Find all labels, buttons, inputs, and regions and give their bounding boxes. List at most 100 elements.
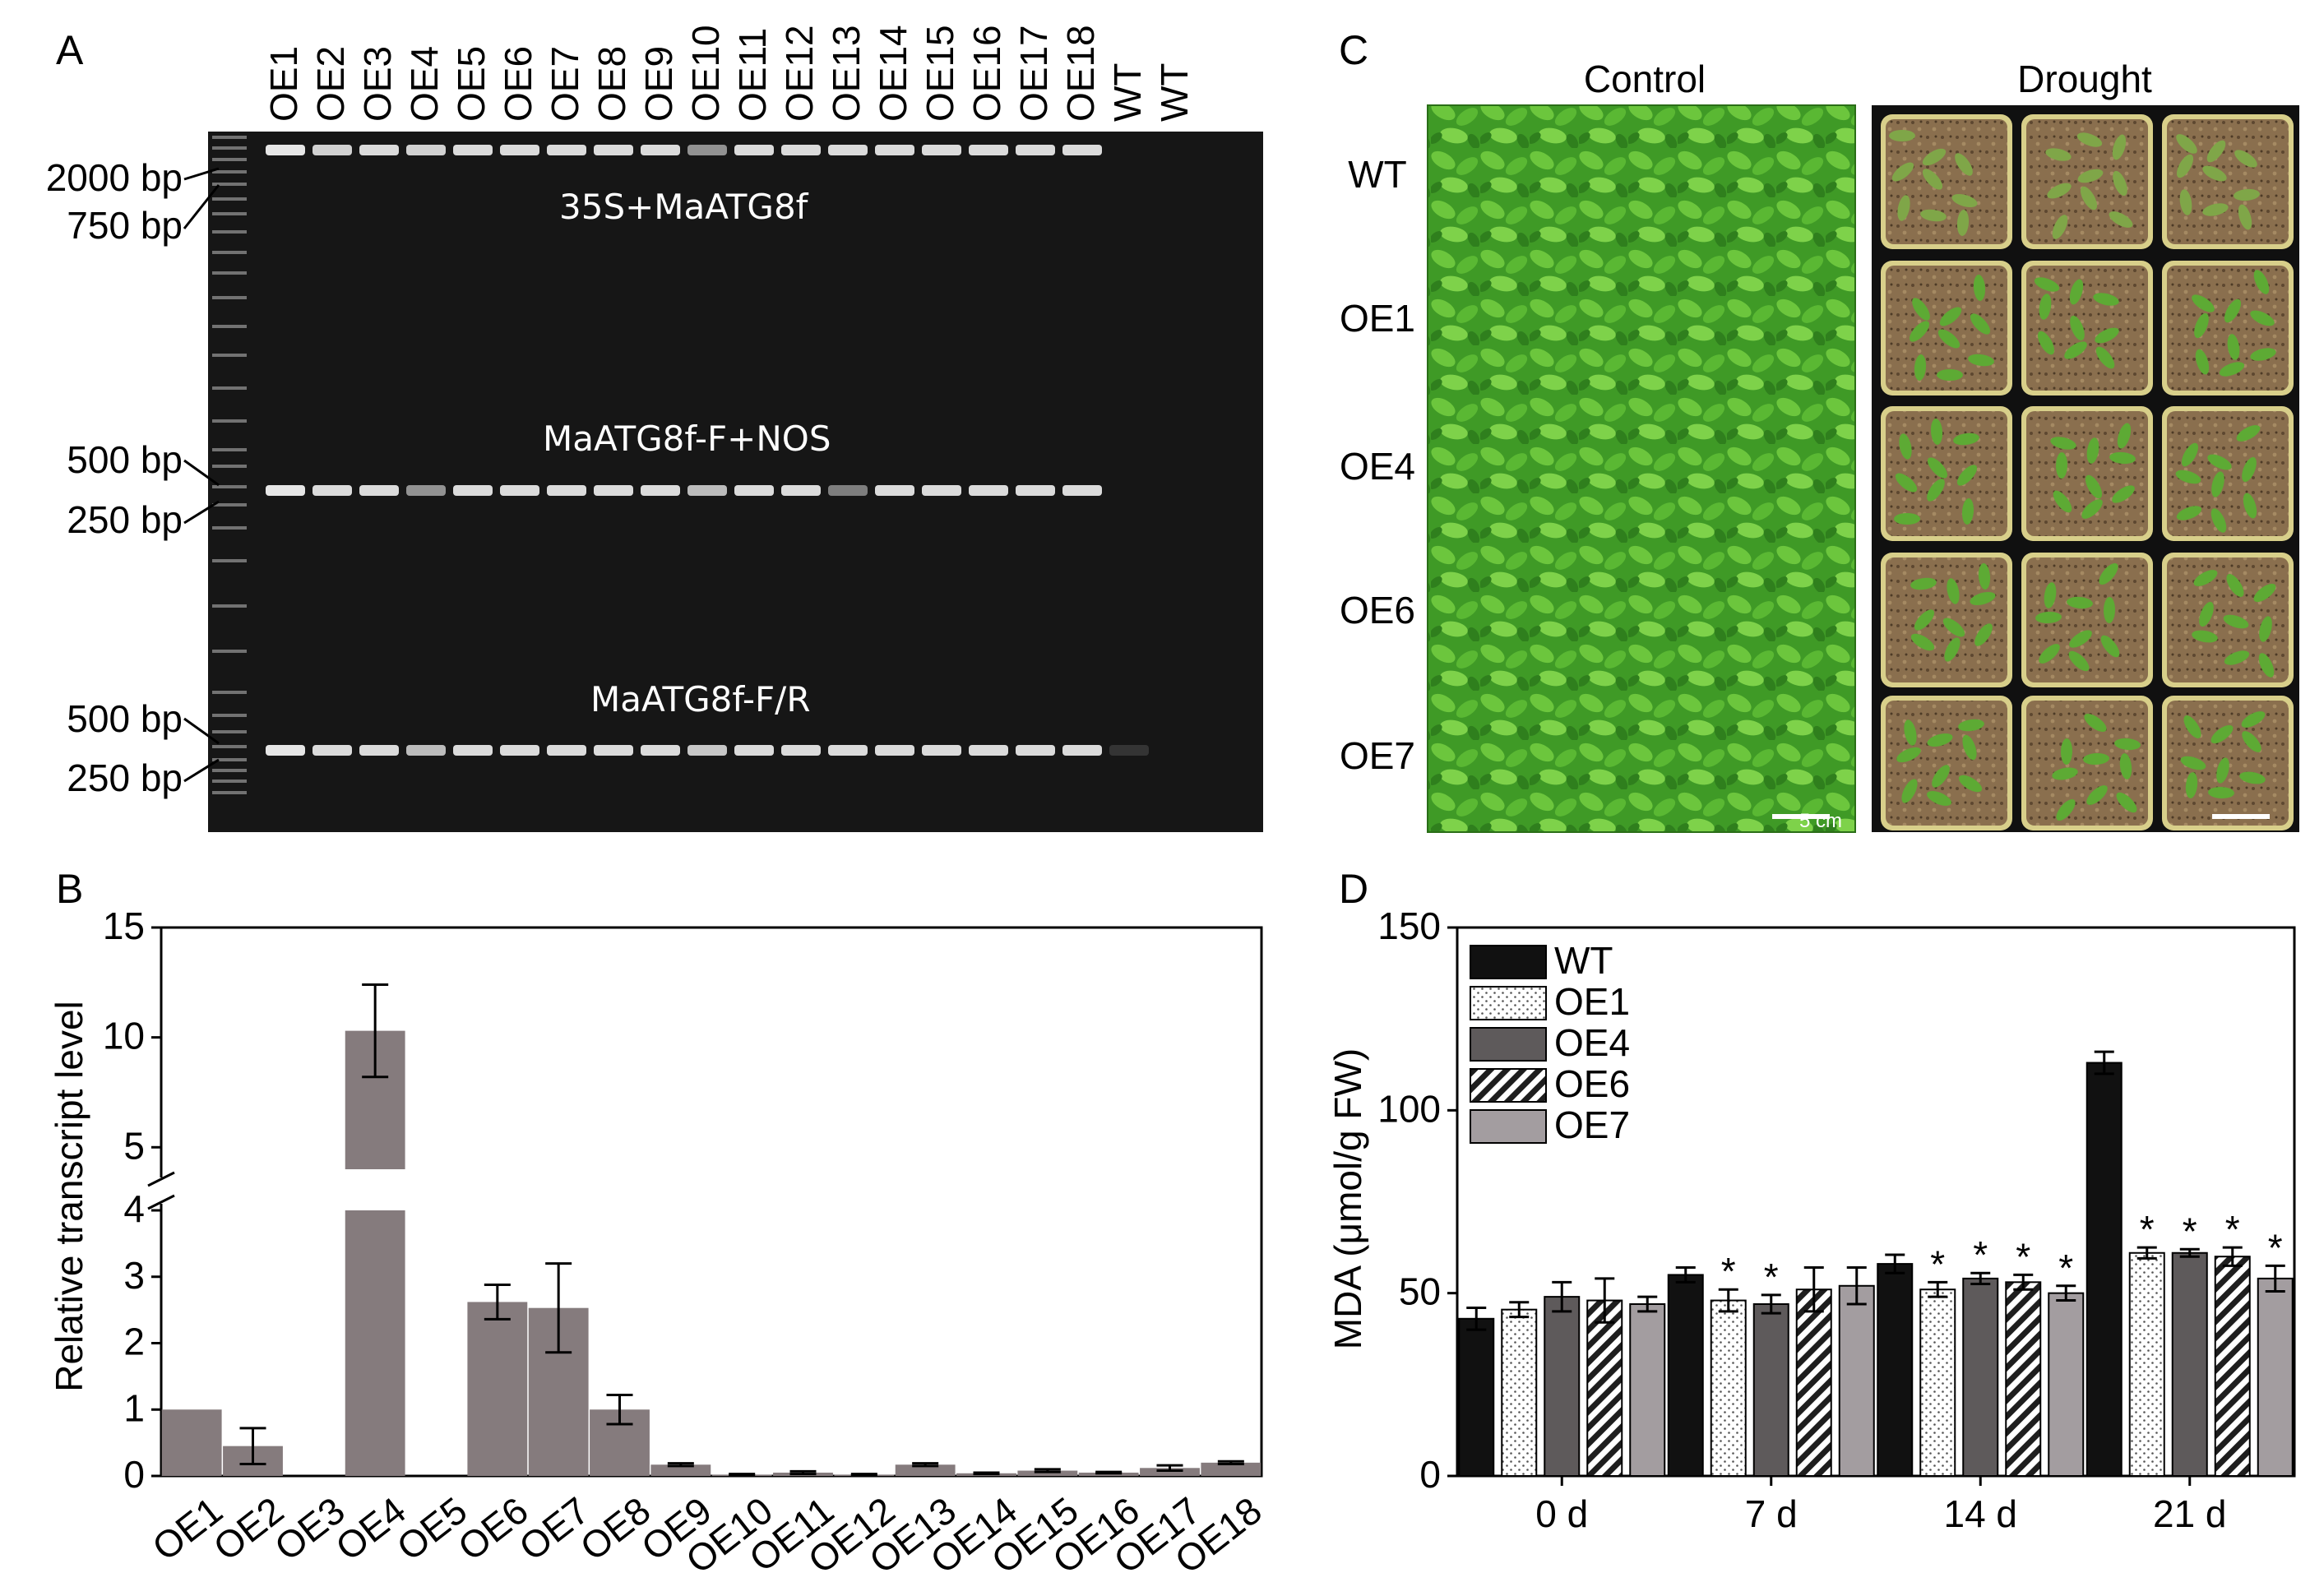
pot-leaf (2193, 570, 2218, 586)
marker-line (183, 500, 220, 525)
pot-leaf (2052, 215, 2068, 239)
y-tick-label: 5 (123, 1124, 145, 1167)
y-tick-label: 10 (103, 1015, 145, 1057)
panel-d-axes: 0 50 100 150 0 d 7 d 14 d 21 d (1377, 904, 2296, 1535)
gel-band (1062, 745, 1102, 756)
gel-band (359, 145, 399, 155)
ladder-band (212, 183, 247, 186)
bar (161, 1409, 222, 1476)
gel-band (266, 145, 305, 155)
gel-band (594, 145, 633, 155)
pot-leaf (2250, 310, 2275, 326)
x-tick-label: 0 d (1535, 1492, 1588, 1535)
pot-leaf (2037, 331, 2055, 355)
pot-leaf (2183, 715, 2201, 738)
panel-a-letter: A (56, 27, 84, 73)
pot-leaf (2194, 312, 2209, 339)
pot-leaf (1901, 779, 1918, 803)
pot-leaf (1910, 577, 1937, 590)
marker-750: 750 bp (67, 204, 183, 247)
pot-leaf (1922, 169, 1943, 190)
pot-leaf (1897, 195, 1910, 221)
gel-band (406, 145, 446, 155)
pot-leaf (2103, 597, 2116, 623)
bar-oe7 (2048, 1292, 2085, 1477)
band-label-35s: 35S+MaATG8f (559, 187, 809, 227)
pot-leaf (2226, 574, 2244, 597)
bar-oe1 (1501, 1308, 1538, 1477)
row-label-oe7: OE7 (1340, 734, 1415, 777)
gel-band (875, 745, 914, 756)
lane-label: OE5 (450, 46, 493, 122)
pot-leaf (2099, 562, 2118, 585)
pot-leaf (1914, 609, 1935, 631)
bar-oe4 (2171, 1251, 2208, 1477)
pot-leaf (2117, 423, 2132, 449)
pot-leaf (2109, 211, 2133, 228)
pot-leaf (2093, 293, 2119, 306)
pot-leaf (2100, 635, 2120, 658)
bar (345, 1210, 405, 1476)
gel-band (359, 485, 399, 496)
pot-leaf (2180, 756, 2206, 770)
bar-wt (2085, 1062, 2123, 1477)
gel-band (734, 145, 774, 155)
pot-leaf (2095, 327, 2119, 344)
gel-band (641, 145, 680, 155)
pot-leaf (2258, 653, 2275, 678)
pot-leaf (2224, 298, 2242, 323)
pot-leaf (2185, 772, 2198, 798)
row-label-oe4: OE4 (1340, 445, 1415, 488)
pot-leaf (2223, 614, 2249, 629)
pot-leaf (2176, 154, 2194, 178)
bar-oe4 (1962, 1277, 1999, 1477)
ladder-band (212, 386, 247, 390)
panel-b-ticks: OE1OE2OE3OE4OE5OE6OE7OE8OE9OE10OE11OE12O… (144, 1488, 1269, 1581)
bar (1140, 1468, 1200, 1476)
row-label-wt: WT (1348, 153, 1407, 196)
marker-250-b: 250 bp (67, 756, 183, 799)
pot-leaf (2216, 757, 2229, 784)
pot-leaf (2076, 132, 2103, 147)
pot-leaf (1927, 457, 1948, 479)
lane-label: WT (1106, 62, 1149, 122)
pot-leaf (2113, 170, 2127, 197)
x-tick-label: 14 d (1943, 1492, 2017, 1535)
gel-band (312, 745, 352, 756)
gel-band (1016, 485, 1055, 496)
row-label-oe1: OE1 (1340, 297, 1415, 340)
marker-line (183, 758, 220, 783)
bar (1017, 1470, 1078, 1476)
lane-label: OE1 (262, 46, 305, 122)
pot-leaf (1947, 578, 1960, 604)
gel-band (922, 745, 961, 756)
ladder-band (212, 197, 247, 201)
pot-leaf (1956, 210, 1970, 236)
pot-leaf (2068, 650, 2090, 672)
y-tick-label: 50 (1399, 1270, 1441, 1313)
pot-leaf (1932, 765, 1950, 788)
lane-label: OE16 (965, 25, 1008, 122)
gel-band (453, 485, 493, 496)
marker-line (183, 717, 220, 745)
gel-band (875, 485, 914, 496)
pot-leaf (2241, 711, 2266, 728)
pot-leaf (2086, 785, 2108, 805)
gel-band (312, 485, 352, 496)
legend-swatch (1470, 945, 1547, 979)
legend-label: OE6 (1554, 1062, 1630, 1105)
lane-label: OE6 (497, 46, 539, 122)
pot-soil (2167, 119, 2289, 244)
marker-line (183, 167, 220, 181)
pot-leaf (1939, 307, 1962, 326)
scale-bar-label: 5 cm (1799, 810, 1842, 832)
pot-leaf (2202, 203, 2229, 216)
ladder-band (212, 354, 247, 357)
pot-leaf (2112, 485, 2135, 503)
pot-leaf (2055, 452, 2068, 479)
pot-leaf (1958, 775, 1983, 793)
pot-leaf (2211, 471, 2224, 497)
y-tick-label: 15 (103, 904, 145, 947)
pot-leaf (1953, 433, 1979, 446)
